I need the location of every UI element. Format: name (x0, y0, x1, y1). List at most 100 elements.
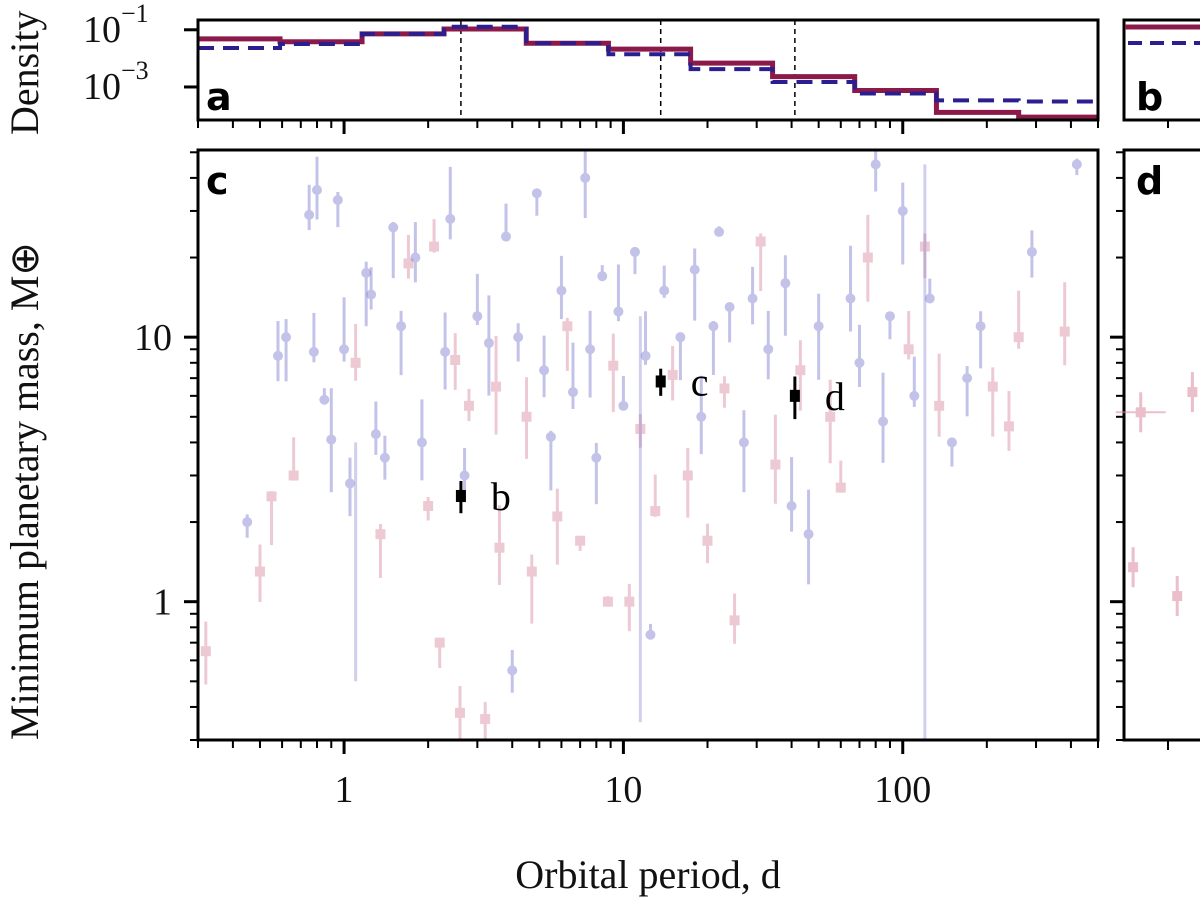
population-point (429, 219, 440, 253)
point-marker (288, 470, 299, 481)
population-point (987, 367, 998, 437)
population-point (556, 255, 567, 320)
point-marker (254, 566, 265, 577)
point-marker (379, 452, 390, 463)
population-point (375, 524, 386, 578)
population-point (379, 435, 390, 480)
population-point (702, 523, 713, 564)
panel-c-x-ticks: 1 10 100 (197, 740, 1099, 811)
point-marker (266, 491, 277, 502)
point-marker (472, 311, 483, 322)
point-marker (813, 321, 824, 332)
population-point (597, 265, 608, 282)
point-marker (410, 252, 421, 263)
panel-c-frame (196, 148, 1100, 742)
panel-c-scatter: b c d 1 10 1 10 100 c (134, 148, 1100, 811)
reference-lines (460, 20, 796, 120)
panel-a-y-ticks: 10−110−3 (83, 0, 198, 108)
population-point (326, 388, 337, 493)
population-point (1013, 290, 1024, 349)
point-marker (388, 222, 399, 233)
point-marker (934, 400, 945, 411)
point-marker (350, 357, 361, 368)
point-marker (513, 332, 524, 343)
population-point (825, 379, 836, 464)
population-point (682, 447, 693, 518)
population-point (618, 376, 629, 411)
point-marker (682, 470, 693, 481)
panel-b-frame (1122, 18, 1200, 122)
x-tick-label: 10 (604, 769, 642, 811)
point-marker (803, 529, 814, 540)
population-point (613, 264, 624, 322)
y-axis-label-hist: Density (2, 11, 47, 135)
point-marker (375, 529, 386, 540)
point-marker (200, 646, 211, 657)
population-point (884, 311, 895, 340)
population-point (629, 246, 640, 275)
y-tick-label: 10−1 (83, 0, 149, 51)
point-marker (975, 321, 986, 332)
point-marker (480, 714, 491, 725)
panel-d-scatter: d (1110, 148, 1200, 750)
point-marker (562, 321, 573, 332)
x-tick-label: 100 (874, 769, 931, 811)
point-marker (719, 383, 730, 394)
population-point (975, 311, 986, 369)
panel-a-histogram: 10−110−3 a (83, 0, 1100, 134)
point-marker (675, 332, 686, 343)
population-point (308, 312, 319, 363)
point-marker (526, 566, 537, 577)
point-marker (724, 302, 735, 313)
panel-letter-b: b (1136, 75, 1163, 119)
panel-b-histogram: b (1122, 18, 1200, 128)
population-point (562, 317, 573, 371)
population-point (266, 491, 277, 546)
point-marker (987, 381, 998, 392)
point-marker (962, 373, 973, 384)
point-marker (567, 387, 578, 398)
population-point (304, 184, 315, 231)
planet-label: b (491, 474, 511, 519)
population-point (339, 297, 350, 362)
population-point (332, 191, 343, 228)
point-marker (403, 258, 414, 269)
point-marker (459, 470, 470, 481)
point-marker (635, 423, 646, 434)
planet-label: c (691, 359, 709, 404)
point-marker (780, 278, 791, 289)
point-marker (909, 390, 920, 401)
point-marker (714, 226, 725, 237)
population-point (770, 414, 781, 504)
population-point (575, 535, 586, 551)
point-marker (1003, 421, 1014, 432)
planet-label: d (825, 374, 845, 419)
planet-marker (655, 375, 666, 388)
point-marker (738, 437, 749, 448)
point-marker (272, 350, 283, 361)
population-point (539, 335, 550, 398)
population-point (242, 514, 253, 538)
point-marker (878, 416, 889, 427)
point-marker (755, 236, 766, 247)
point-marker (585, 344, 596, 355)
population-points (200, 150, 1082, 740)
point-marker (507, 665, 518, 676)
population-point (803, 489, 814, 585)
panel-d-point (1172, 576, 1183, 617)
population-point (903, 311, 914, 360)
point-marker (304, 209, 315, 220)
population-point (755, 233, 766, 292)
population-point (780, 255, 791, 336)
point-marker (416, 437, 427, 448)
population-point (545, 430, 556, 491)
planet-marker (455, 489, 466, 502)
population-point (870, 150, 881, 192)
point-marker (1172, 591, 1183, 602)
population-point (472, 273, 483, 325)
point-marker (786, 501, 797, 512)
point-marker (825, 411, 836, 422)
point-marker (344, 478, 355, 489)
population-point (388, 222, 399, 279)
